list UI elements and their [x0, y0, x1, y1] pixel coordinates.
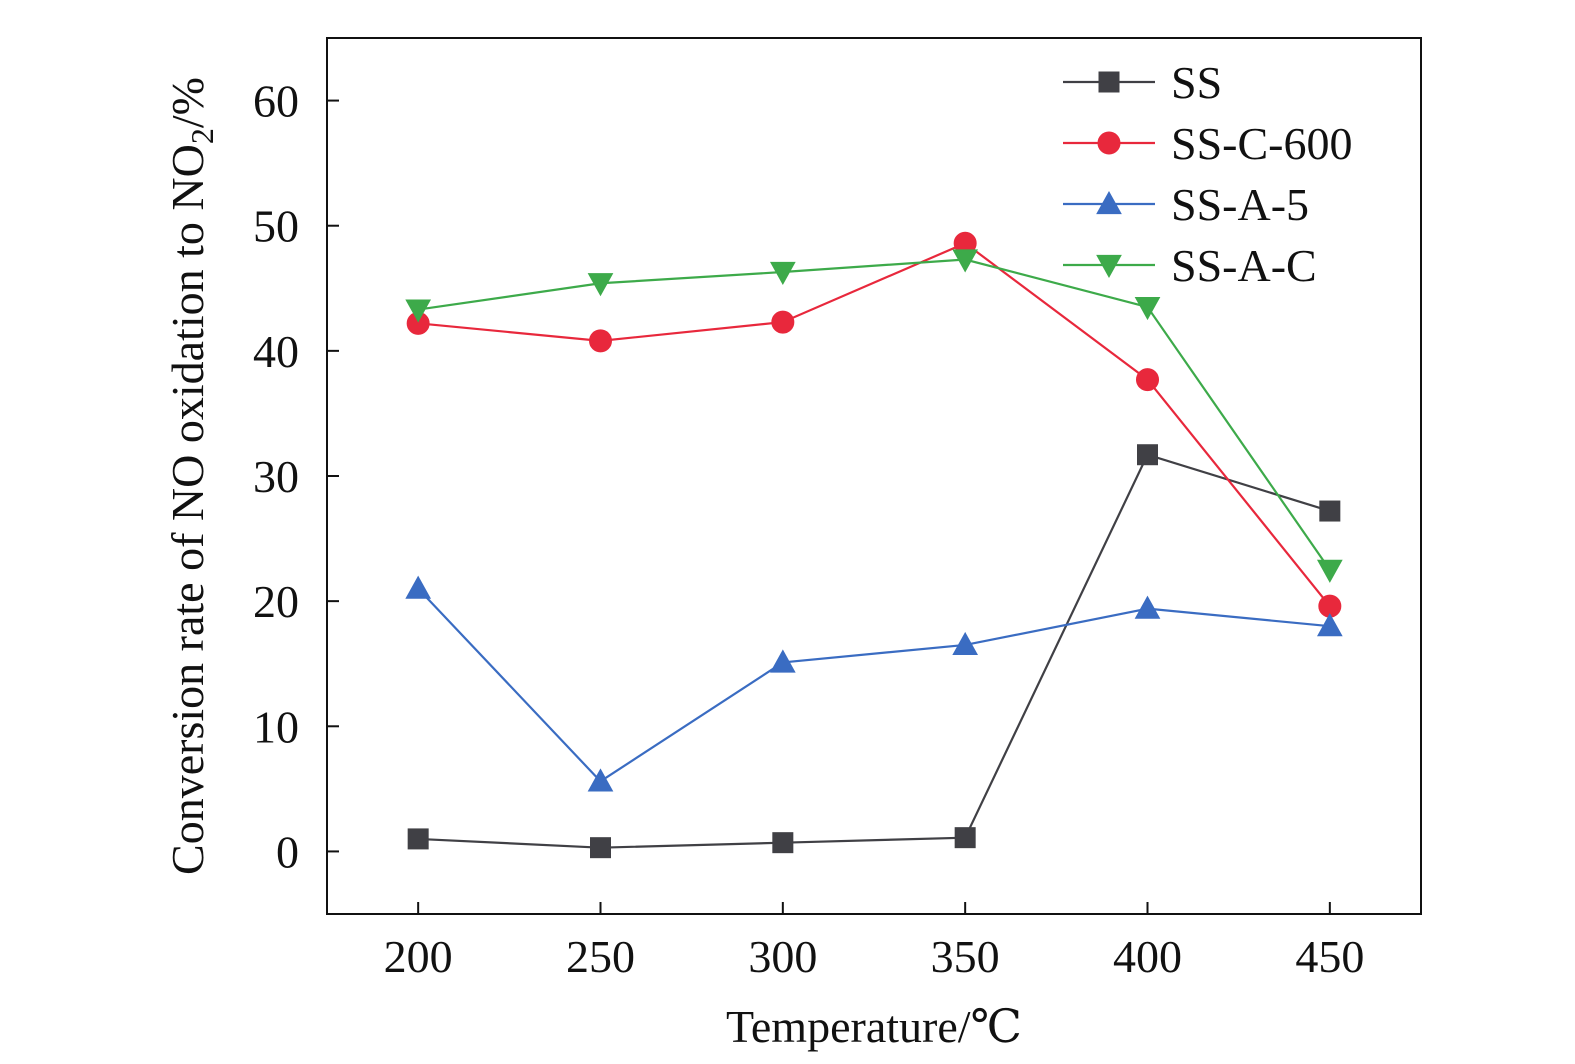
- x-tick-label: 200: [384, 931, 453, 982]
- data-point: [772, 832, 794, 854]
- y-tick-label: 60: [253, 76, 299, 127]
- series-line: [417, 587, 1330, 783]
- legend-marker: [1097, 131, 1121, 155]
- legend-item: SS: [1063, 57, 1222, 108]
- y-tick-label: 10: [253, 701, 299, 752]
- legend-label: SS-A-5: [1171, 179, 1309, 230]
- legend-label: SS-A-C: [1171, 240, 1317, 291]
- x-tick-label: 450: [1295, 931, 1364, 982]
- legend-label: SS-C-600: [1171, 118, 1352, 169]
- data-point: [952, 249, 979, 273]
- data-point: [1134, 595, 1161, 619]
- data-point: [954, 827, 976, 849]
- series-line: [418, 453, 1331, 849]
- legend-item: SS-A-5: [1063, 179, 1309, 230]
- x-tick-label: 250: [566, 931, 635, 982]
- x-tick-label: 400: [1113, 931, 1182, 982]
- data-point: [769, 261, 796, 286]
- y-tick-label: 50: [253, 201, 299, 252]
- series-ss-c-600: [406, 231, 1342, 618]
- x-axis-title: Temperature/℃: [726, 1001, 1022, 1052]
- y-axis-title: Conversion rate of NO oxidation to NO2/%: [162, 77, 220, 875]
- data-point: [1136, 368, 1159, 392]
- series-ss-a-c: [405, 249, 1343, 583]
- series-layer: [405, 231, 1343, 859]
- legend-item: SS-A-C: [1063, 240, 1317, 291]
- data-point: [1319, 500, 1341, 522]
- data-point: [1134, 296, 1161, 321]
- legend-marker: [1096, 190, 1122, 215]
- data-point: [1316, 559, 1343, 583]
- y-tick-label: 30: [253, 451, 299, 502]
- y-axis-title-suffix: /%: [162, 77, 213, 128]
- data-point: [589, 329, 612, 353]
- series-line: [418, 258, 1331, 571]
- data-point: [587, 768, 614, 792]
- x-tick-label: 350: [931, 931, 1000, 982]
- data-point: [771, 310, 795, 334]
- legend-marker: [1098, 71, 1120, 93]
- legend-marker: [1096, 254, 1122, 279]
- legend: SS SS-C-600 SS-A-5 SS-A-C: [1063, 57, 1352, 291]
- series-line: [418, 241, 1331, 607]
- data-point: [587, 273, 614, 297]
- data-point: [1137, 444, 1158, 466]
- y-tick-label: 40: [253, 326, 299, 377]
- data-point: [405, 299, 432, 323]
- x-tick-label: 300: [748, 931, 817, 982]
- plot-frame: [326, 37, 1422, 915]
- data-point: [407, 828, 429, 850]
- data-point: [952, 631, 979, 656]
- data-point: [590, 837, 611, 859]
- series-ss: [407, 444, 1341, 859]
- data-point: [769, 649, 796, 673]
- y-axis-title-main: Conversion rate of NO oxidation to NO: [162, 144, 213, 875]
- y-tick-label: 0: [276, 826, 299, 877]
- y-tick-label: 20: [253, 576, 299, 627]
- legend-item: SS-C-600: [1063, 118, 1352, 169]
- y-axis-title-subscript: 2: [184, 128, 220, 144]
- data-point: [1316, 613, 1343, 637]
- series-ss-a-5: [405, 575, 1343, 792]
- y-axis: 0 10 20 30 40 50 60: [253, 76, 339, 877]
- x-axis: 200 250 300 350 400 450: [384, 902, 1364, 982]
- data-point: [405, 575, 432, 599]
- legend-label: SS: [1171, 57, 1222, 108]
